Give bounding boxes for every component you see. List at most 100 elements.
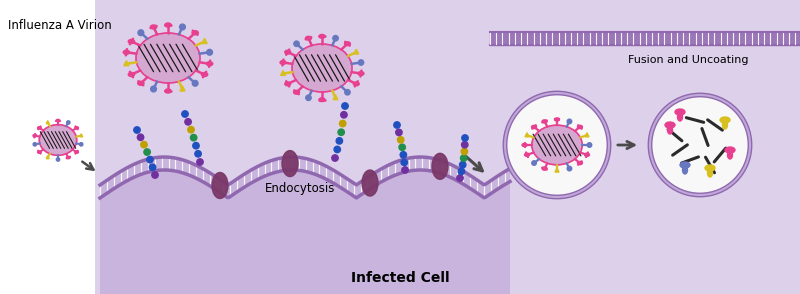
Circle shape xyxy=(396,129,402,136)
Ellipse shape xyxy=(680,162,690,168)
Ellipse shape xyxy=(123,50,130,54)
Polygon shape xyxy=(46,156,49,159)
Ellipse shape xyxy=(532,125,582,165)
Circle shape xyxy=(462,141,468,148)
Text: Fusion and Uncoating: Fusion and Uncoating xyxy=(628,55,748,65)
Circle shape xyxy=(459,162,466,168)
Circle shape xyxy=(461,148,467,155)
Circle shape xyxy=(144,149,150,155)
Ellipse shape xyxy=(294,41,299,46)
Ellipse shape xyxy=(705,165,715,171)
Ellipse shape xyxy=(345,90,350,95)
Ellipse shape xyxy=(432,153,448,179)
Text: Endocytosis: Endocytosis xyxy=(265,181,335,195)
Circle shape xyxy=(336,138,342,144)
Circle shape xyxy=(457,175,463,181)
Ellipse shape xyxy=(206,62,213,66)
Ellipse shape xyxy=(33,143,37,146)
Polygon shape xyxy=(333,95,338,100)
Ellipse shape xyxy=(192,80,198,86)
Polygon shape xyxy=(525,133,529,137)
Ellipse shape xyxy=(285,50,290,54)
Ellipse shape xyxy=(306,36,311,40)
Ellipse shape xyxy=(319,98,325,101)
Ellipse shape xyxy=(280,61,286,64)
Ellipse shape xyxy=(725,147,735,153)
Polygon shape xyxy=(100,157,510,294)
Ellipse shape xyxy=(138,30,144,36)
Circle shape xyxy=(190,134,197,141)
Ellipse shape xyxy=(585,153,590,156)
Circle shape xyxy=(462,135,468,141)
Ellipse shape xyxy=(74,127,78,129)
Circle shape xyxy=(138,134,144,141)
Polygon shape xyxy=(180,86,185,91)
Circle shape xyxy=(152,172,158,178)
Circle shape xyxy=(334,146,341,153)
Circle shape xyxy=(146,156,153,163)
Ellipse shape xyxy=(306,95,311,101)
Circle shape xyxy=(150,164,156,171)
Polygon shape xyxy=(354,49,358,54)
Circle shape xyxy=(134,127,140,133)
Ellipse shape xyxy=(136,33,200,83)
Ellipse shape xyxy=(678,113,682,121)
Ellipse shape xyxy=(150,86,157,92)
Ellipse shape xyxy=(206,49,213,55)
Polygon shape xyxy=(95,0,800,294)
Ellipse shape xyxy=(354,82,359,86)
Ellipse shape xyxy=(587,143,592,147)
Ellipse shape xyxy=(33,134,37,137)
Circle shape xyxy=(399,144,406,151)
Circle shape xyxy=(398,137,404,143)
Ellipse shape xyxy=(675,109,685,115)
Ellipse shape xyxy=(522,143,527,147)
Circle shape xyxy=(402,167,408,173)
Ellipse shape xyxy=(319,34,325,38)
Ellipse shape xyxy=(578,125,582,128)
Circle shape xyxy=(185,118,191,125)
Ellipse shape xyxy=(282,151,298,177)
Ellipse shape xyxy=(707,169,713,177)
Circle shape xyxy=(193,143,199,149)
Ellipse shape xyxy=(179,24,186,30)
Circle shape xyxy=(650,95,750,195)
Ellipse shape xyxy=(66,121,70,124)
Polygon shape xyxy=(281,71,286,75)
Ellipse shape xyxy=(128,73,134,76)
Circle shape xyxy=(341,112,347,118)
Ellipse shape xyxy=(525,153,530,156)
Ellipse shape xyxy=(56,119,60,122)
Ellipse shape xyxy=(358,60,364,65)
Ellipse shape xyxy=(333,36,338,41)
Circle shape xyxy=(188,126,194,133)
Ellipse shape xyxy=(542,167,547,170)
Ellipse shape xyxy=(74,151,78,153)
Ellipse shape xyxy=(531,125,537,128)
Polygon shape xyxy=(585,133,589,137)
Ellipse shape xyxy=(202,73,208,76)
Text: Influenza A Virion: Influenza A Virion xyxy=(8,19,112,31)
Ellipse shape xyxy=(532,161,536,165)
Ellipse shape xyxy=(567,166,572,171)
Circle shape xyxy=(197,159,203,165)
Ellipse shape xyxy=(66,156,70,159)
Ellipse shape xyxy=(362,170,378,196)
Circle shape xyxy=(400,152,406,158)
Ellipse shape xyxy=(212,173,228,198)
Ellipse shape xyxy=(554,118,559,121)
Circle shape xyxy=(342,103,348,109)
Ellipse shape xyxy=(722,121,727,129)
Ellipse shape xyxy=(38,127,42,129)
Ellipse shape xyxy=(165,89,171,93)
Circle shape xyxy=(339,120,346,127)
Circle shape xyxy=(461,155,467,161)
Circle shape xyxy=(394,122,400,128)
Ellipse shape xyxy=(682,166,687,174)
Circle shape xyxy=(505,93,609,197)
Ellipse shape xyxy=(79,143,83,146)
Text: Infected Cell: Infected Cell xyxy=(350,271,450,285)
Ellipse shape xyxy=(192,31,198,35)
Circle shape xyxy=(338,129,344,136)
Ellipse shape xyxy=(667,126,673,134)
